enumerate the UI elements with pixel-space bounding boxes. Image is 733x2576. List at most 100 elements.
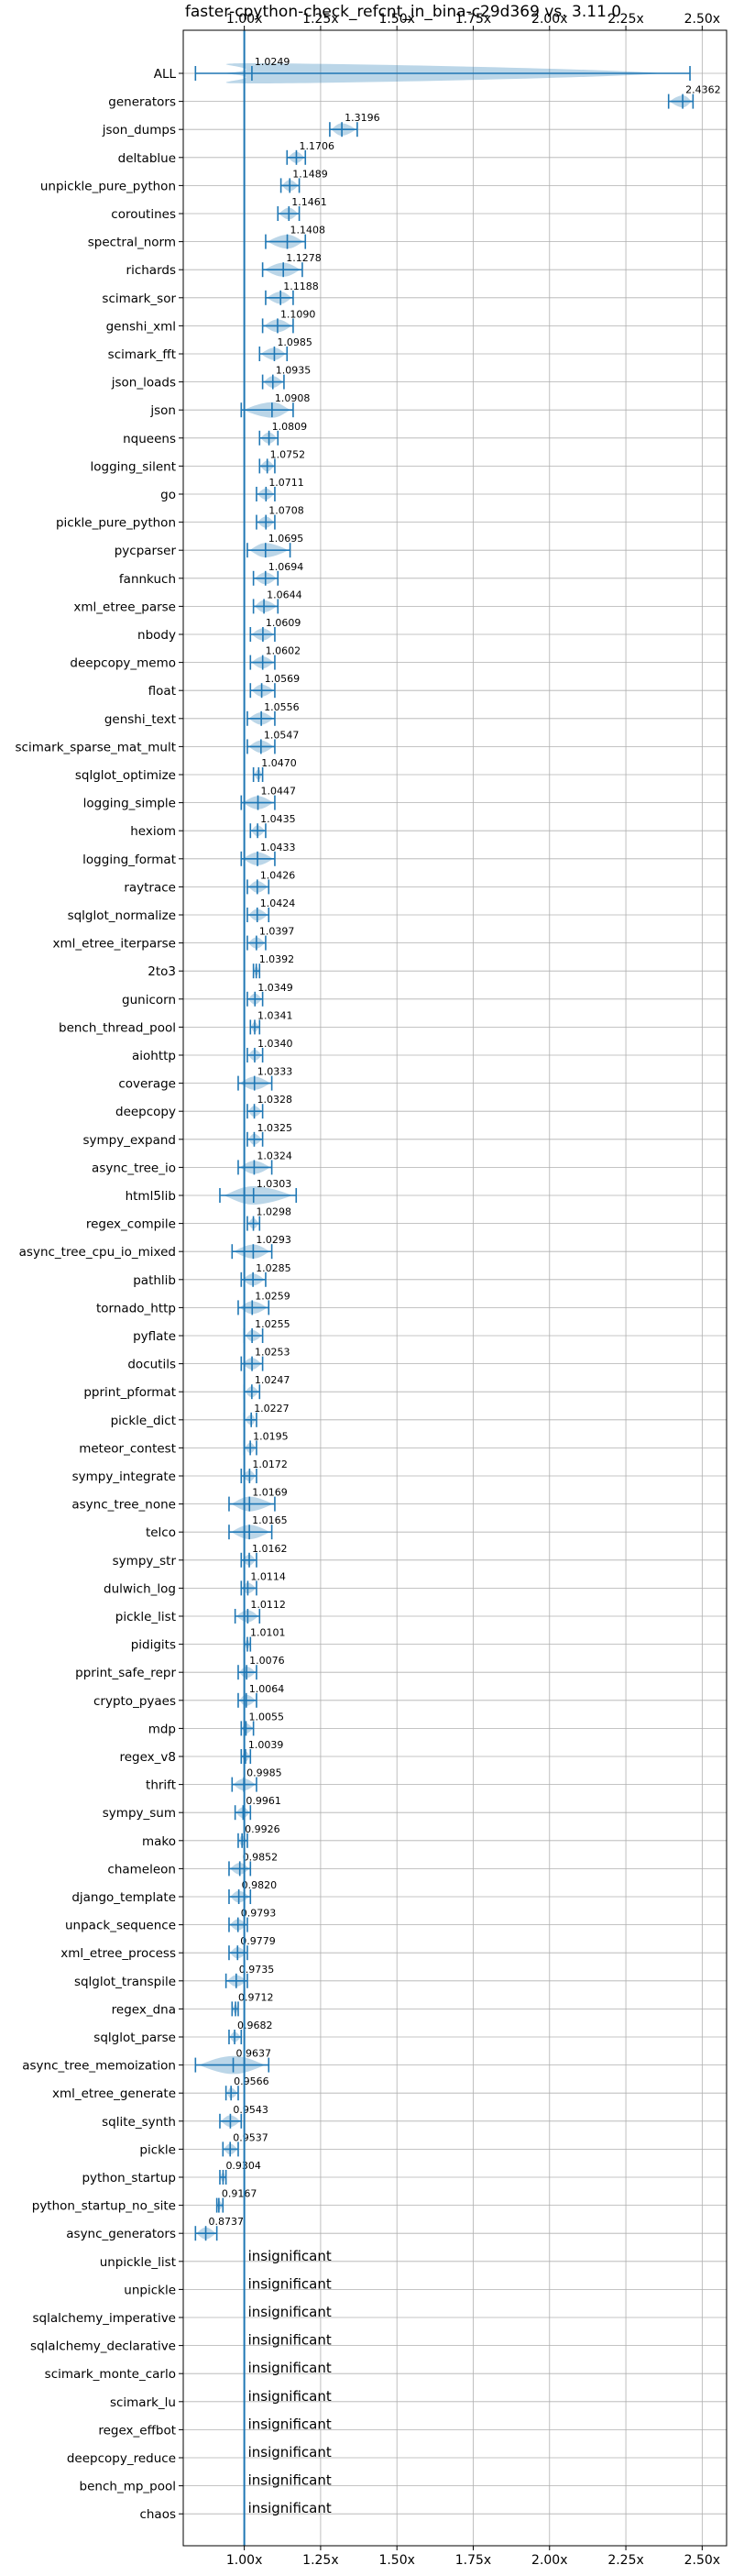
benchmark-mark: 2.4362 (667, 84, 721, 109)
benchmark-mark: 1.0227 (243, 1403, 290, 1427)
data-label: 1.0602 (266, 645, 301, 657)
benchmark-label: json_loads (111, 376, 176, 391)
benchmark-mark: 1.0341 (249, 1009, 292, 1035)
x-tick-label-top: 2.25x (607, 12, 643, 27)
benchmark-label: python_startup (82, 2171, 176, 2185)
benchmark-label: sympy_str (113, 1554, 177, 1569)
data-label: 1.0908 (275, 392, 311, 404)
data-label: 1.0253 (255, 1347, 290, 1359)
benchmark-label: gunicorn (122, 993, 176, 1007)
benchmark-mark: 1.0752 (258, 448, 306, 474)
benchmark-label: pycparser (115, 544, 177, 558)
benchmark-mark: 0.9735 (224, 1964, 274, 1988)
x-tick-label-bottom: 1.00x (226, 2553, 262, 2568)
data-label: 1.0169 (252, 1487, 288, 1499)
benchmark-label: sympy_integrate (72, 1470, 176, 1484)
data-label: 1.3196 (345, 112, 380, 124)
benchmark-label: python_startup_no_site (32, 2199, 176, 2214)
benchmark-mark: 1.1090 (261, 308, 315, 334)
benchmark-label: mdp (148, 1722, 176, 1736)
benchmark-mark: 1.1706 (286, 140, 334, 165)
data-label: 1.0424 (260, 897, 296, 909)
benchmark-mark: 1.0547 (246, 729, 299, 754)
data-label: 1.1461 (291, 196, 327, 208)
benchmark-label: sqlalchemy_imperative (33, 2311, 177, 2326)
data-label: 0.9543 (233, 2104, 268, 2116)
benchmark-mark: 1.0259 (237, 1290, 290, 1316)
benchmark-mark: 0.9985 (231, 1767, 282, 1792)
data-label: 1.0340 (257, 1038, 293, 1050)
benchmark-label: sqlglot_parse (93, 2031, 176, 2045)
benchmark-mark: 0.9820 (228, 1879, 277, 1904)
data-label: 0.9961 (246, 1795, 281, 1807)
data-label: 1.0247 (255, 1374, 290, 1386)
data-label: 1.0328 (257, 1094, 293, 1106)
x-tick-label-bottom: 2.00x (531, 2553, 567, 2568)
data-label: 1.0249 (255, 56, 290, 68)
benchmark-mark: 1.0435 (249, 813, 296, 839)
data-label: 0.9793 (241, 1908, 277, 1920)
benchmark-mark: 1.0039 (240, 1739, 283, 1764)
benchmark-label: logging_silent (91, 459, 176, 474)
data-label: 0.9985 (246, 1767, 282, 1779)
benchmark-mark: 1.0609 (249, 617, 301, 642)
benchmark-mark: 1.0470 (252, 757, 297, 782)
benchmark-mark: 1.0303 (219, 1178, 298, 1205)
data-label: 1.0064 (249, 1683, 285, 1695)
benchmark-label: regex_dna (112, 2002, 176, 2017)
benchmark-label: sqlglot_normalize (68, 908, 176, 923)
benchmark-mark: 0.9537 (222, 2131, 268, 2157)
benchmark-label: hexiom (130, 824, 176, 839)
benchmark-label: sqlglot_transpile (74, 1975, 176, 1989)
benchmark-mark: 1.0397 (246, 926, 295, 951)
benchmark-label: django_template (71, 1890, 176, 1905)
benchmark-label: pickle_dict (111, 1414, 176, 1428)
benchmark-mark: 0.9543 (219, 2104, 268, 2129)
benchmark-label: deepcopy_reduce (67, 2451, 176, 2466)
benchmark-mark: 1.0426 (246, 869, 295, 895)
x-tick-label-top: 1.25x (302, 12, 338, 27)
benchmark-label: logging_simple (83, 797, 176, 811)
benchmark-label: fannkuch (119, 572, 176, 587)
benchmark-label: sqlglot_optimize (75, 768, 176, 783)
x-tick-label-top: 2.50x (684, 12, 720, 27)
x-tick-label-top: 1.75x (455, 12, 491, 27)
benchmark-label: docutils (127, 1358, 176, 1372)
insignificant-label: insignificant (248, 2472, 332, 2489)
data-label: 1.0752 (270, 448, 306, 460)
benchmark-label: logging_format (82, 853, 176, 867)
benchmark-mark: 1.0392 (252, 953, 294, 979)
insignificant-label: insignificant (248, 2500, 332, 2516)
benchmark-mark: 1.0325 (246, 1122, 292, 1147)
data-label: 1.0101 (250, 1627, 286, 1639)
data-label: 1.0397 (259, 926, 295, 938)
data-label: 1.0195 (253, 1430, 289, 1442)
benchmark-mark: 1.1188 (265, 281, 319, 305)
data-label: 1.0435 (260, 813, 296, 825)
benchmark-mark: 1.0064 (237, 1683, 285, 1708)
benchmark-label: pathlib (133, 1273, 176, 1288)
benchmark-mark: 1.1408 (265, 225, 325, 249)
x-tick-label-bottom: 2.25x (607, 2553, 643, 2568)
benchmark-label: sqlite_synth (102, 2115, 176, 2130)
data-label: 1.0447 (261, 786, 297, 798)
data-label: 1.0569 (265, 673, 301, 685)
benchmark-mark: 1.0324 (237, 1150, 292, 1175)
benchmark-label: crypto_pyaes (93, 1694, 176, 1709)
benchmark-mark: 1.0644 (252, 589, 302, 614)
benchmark-label: xml_etree_generate (52, 2086, 176, 2101)
benchmark-label: json (149, 403, 176, 418)
benchmark-label: nqueens (123, 432, 176, 446)
benchmark-mark: 0.9852 (228, 1851, 278, 1877)
data-label: 1.0324 (257, 1150, 292, 1161)
benchmark-label: spectral_norm (88, 236, 176, 250)
benchmark-label: async_tree_cpu_io_mixed (19, 1245, 176, 1260)
benchmark-label: dulwich_log (104, 1581, 176, 1596)
benchmark-mark: 0.9566 (224, 2075, 269, 2101)
data-label: 1.0935 (276, 365, 312, 377)
data-label: 1.0985 (277, 336, 312, 348)
benchmark-label: async_tree_io (92, 1161, 176, 1175)
benchmark-label: pickle_pure_python (56, 516, 176, 531)
benchmark-label: bench_thread_pool (59, 1020, 176, 1035)
